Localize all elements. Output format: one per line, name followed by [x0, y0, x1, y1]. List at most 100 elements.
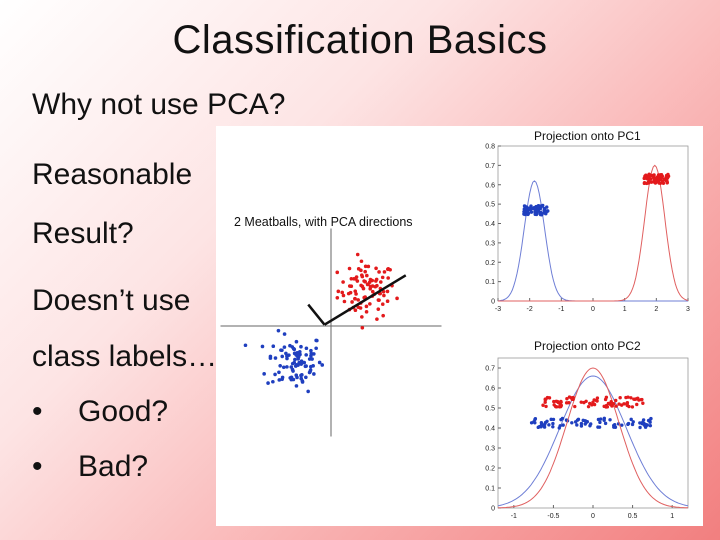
scatter-point [368, 302, 372, 306]
y-tick-label: 0.4 [485, 426, 495, 433]
projection-point [656, 176, 661, 181]
scatter-chart-title: 2 Meatballs, with PCA directions [234, 215, 413, 229]
projection-point [545, 419, 549, 423]
scatter-point [309, 354, 313, 358]
scatter-point [336, 289, 341, 294]
scatter-point [278, 364, 282, 368]
y-tick-label: 0.1 [485, 486, 495, 493]
y-tick-label: 0.5 [485, 406, 495, 413]
body-line-class-labels: class labels… [32, 340, 218, 373]
scatter-point [294, 373, 299, 378]
scatter-point [342, 299, 347, 304]
x-tick-label: 0 [591, 306, 595, 313]
scatter-point [280, 377, 284, 382]
scatter-point [377, 270, 381, 274]
projection-point [541, 403, 545, 407]
projection-point [527, 206, 531, 211]
y-tick-label: 0.1 [485, 279, 495, 286]
projection-point [635, 402, 639, 407]
projection-point [556, 400, 560, 405]
scatter-point [355, 252, 360, 257]
scatter-point [382, 270, 387, 274]
projection-point [632, 397, 636, 401]
scatter-point [360, 325, 365, 330]
scatter-point [277, 378, 282, 382]
scatter-point [365, 273, 369, 278]
projection-point [630, 405, 635, 409]
bullet-label: Good? [78, 395, 169, 428]
scatter-point [360, 273, 364, 277]
scatter-point [304, 353, 308, 357]
scatter-point [353, 277, 358, 281]
scatter-point [375, 317, 379, 321]
slide-title: Classification Basics [172, 18, 548, 62]
projection-point [647, 178, 651, 182]
projection-point [552, 399, 556, 404]
projection-point [558, 424, 562, 428]
projection-point [661, 181, 666, 185]
projection-point [592, 398, 596, 402]
scatter-point [302, 360, 307, 365]
scatter-point [385, 299, 390, 304]
scatter-point [262, 372, 266, 376]
projection-point [611, 402, 616, 406]
scatter-point [320, 363, 325, 367]
projection-point [544, 404, 548, 409]
projection-point [653, 181, 658, 185]
projection-point [547, 423, 551, 427]
scatter-point [368, 284, 373, 289]
scatter-point [335, 270, 340, 275]
projection-point [584, 399, 588, 404]
scatter-point [386, 276, 390, 280]
projection-point [533, 417, 538, 421]
projection-point [626, 395, 630, 399]
scatter-point [366, 264, 371, 269]
scatter-point [365, 282, 370, 287]
pc1-chart: 0 0.1 0.2 0.3 0.4 0.5 0.6 0.7 0.8 -3 -2 -1 0 1 2 3 [485, 144, 690, 314]
bullet-item-bad: • Bad? [32, 450, 148, 484]
x-tick-label: -0.5 [547, 513, 559, 520]
projection-point [656, 180, 660, 184]
body-line-result: Result? [32, 217, 134, 250]
scatter-point [310, 357, 314, 361]
projection-point [625, 400, 630, 405]
projection-point [523, 212, 528, 217]
scatter-point [280, 354, 285, 359]
scatter-point [268, 354, 273, 359]
projection-point [595, 396, 600, 400]
scatter-point [356, 267, 361, 271]
scatter-point [340, 290, 345, 295]
scatter-point [354, 292, 358, 296]
projection-point [612, 423, 617, 427]
scatter-point [300, 373, 304, 377]
density-curve [497, 375, 689, 507]
scatter-point [378, 280, 383, 284]
projection-point [627, 404, 631, 409]
scatter-point [260, 344, 265, 349]
projection-point [646, 418, 651, 423]
projection-point [638, 421, 642, 425]
scatter-point [385, 289, 390, 294]
scatter-point [304, 375, 308, 380]
projection-point [599, 417, 603, 421]
x-tick-label: 0 [591, 513, 595, 520]
projection-point [665, 178, 669, 183]
density-curve [498, 164, 689, 302]
projection-point [545, 395, 550, 400]
scatter-point [374, 266, 378, 271]
projection-point [576, 417, 581, 422]
projection-point [592, 402, 597, 407]
scatter-point [382, 293, 386, 298]
projection-point [664, 173, 669, 178]
scatter-point [290, 345, 295, 349]
bullet-item-good: • Good? [32, 395, 168, 429]
x-tick-label: -1 [558, 306, 564, 313]
projection-point [526, 211, 531, 216]
y-tick-label: 0.5 [485, 202, 495, 209]
scatter-point [341, 280, 345, 284]
pca-direction-1 [323, 274, 407, 326]
projection-point [650, 173, 654, 178]
x-tick-label: 1 [623, 306, 627, 313]
projection-point [584, 419, 588, 424]
projection-point [551, 425, 555, 429]
